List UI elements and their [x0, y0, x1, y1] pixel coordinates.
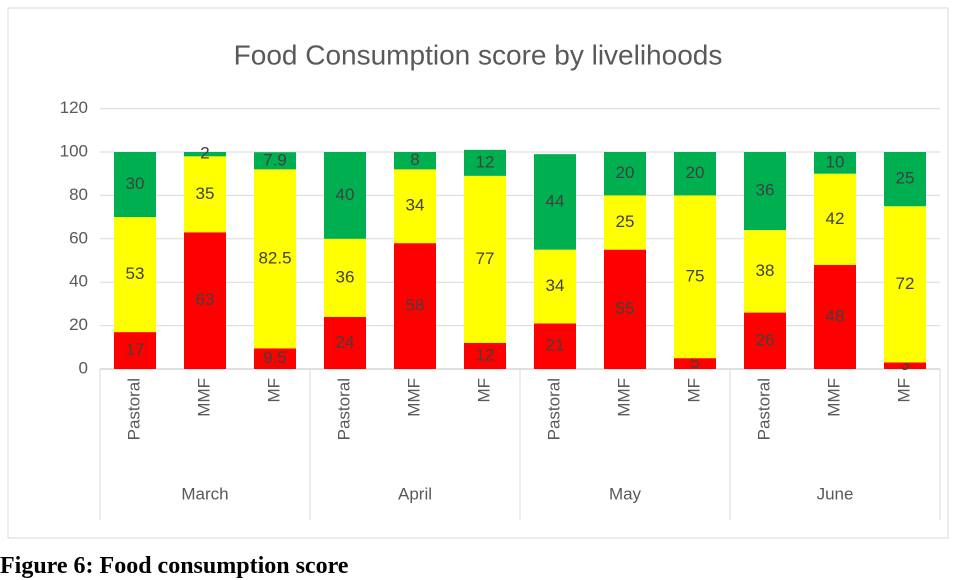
bar-segment: [674, 152, 716, 196]
y-tick-label: 0: [79, 358, 88, 377]
data-label: 35: [196, 184, 215, 203]
data-label: 58: [406, 296, 425, 315]
bar-segment: [604, 249, 646, 369]
bar-segment: [604, 152, 646, 196]
data-label: 77: [476, 249, 495, 268]
data-label: 34: [546, 276, 565, 295]
bar-segment: [324, 152, 366, 239]
bar-segment: [814, 152, 856, 174]
bar-segment: [884, 362, 926, 369]
bar-segment: [184, 152, 226, 157]
data-label: 12: [476, 345, 495, 364]
x-tick-label: MMF: [404, 378, 423, 417]
caption: Figure 6: Food consumption score: [0, 553, 349, 579]
data-label: 5: [690, 353, 699, 372]
y-tick-label: 120: [60, 98, 88, 117]
bar-segment: [394, 169, 436, 244]
bar-segment: [674, 358, 716, 369]
data-label: 3: [900, 355, 909, 374]
x-tick-label: MF: [474, 378, 493, 403]
bar-segment: [114, 332, 156, 369]
bar-segment: [744, 230, 786, 313]
data-label: 38: [756, 261, 775, 280]
bar-segment: [394, 152, 436, 170]
bar-segment: [534, 323, 576, 369]
data-label: 12: [476, 152, 495, 171]
group-label: May: [609, 484, 642, 503]
bar-segment: [814, 173, 856, 265]
x-tick-label: Pastoral: [334, 378, 353, 440]
data-label: 82.5: [258, 248, 291, 267]
data-label: 20: [616, 163, 635, 182]
data-label: 8: [410, 150, 419, 169]
chart: Food Consumption score by livelihoods 0 2…: [7, 7, 949, 539]
group-label: April: [398, 484, 432, 503]
data-label: 24: [336, 332, 355, 351]
data-label: 42: [826, 209, 845, 228]
bar-segment: [464, 175, 506, 343]
y-tick-label: 60: [69, 228, 88, 247]
data-label: 2: [200, 144, 209, 163]
y-tick-label: 80: [69, 185, 88, 204]
bar-segment: [254, 152, 296, 170]
bar-segment: [604, 195, 646, 250]
y-tick-label: 100: [60, 141, 88, 160]
x-tick-label: Pastoral: [754, 378, 773, 440]
bar-segment: [534, 154, 576, 250]
bar-segment: [184, 232, 226, 369]
data-label: 17: [126, 340, 145, 359]
bar-segment: [114, 152, 156, 218]
data-label: 63: [196, 290, 215, 309]
data-label: 7.9: [263, 150, 287, 169]
bar-segment: [534, 249, 576, 324]
data-label: 25: [896, 169, 915, 188]
bar-segment: [814, 264, 856, 369]
data-label: 36: [336, 267, 355, 286]
data-label: 55: [616, 299, 635, 318]
data-label: 53: [126, 264, 145, 283]
x-tick-label: Pastoral: [124, 378, 143, 440]
bar-segment: [254, 169, 296, 349]
bar-segment: [464, 342, 506, 369]
data-label: 44: [546, 191, 565, 210]
bar-segment: [324, 316, 366, 369]
data-label: 21: [546, 336, 565, 355]
data-label: 40: [336, 185, 355, 204]
data-label: 10: [826, 152, 845, 171]
chart-title: Food Consumption score by livelihoods: [234, 39, 723, 70]
data-label: 9.5: [263, 348, 287, 367]
bar-segment: [394, 243, 436, 369]
bar-segment: [114, 217, 156, 333]
data-label: 20: [686, 163, 705, 182]
group-label: June: [817, 484, 854, 503]
data-label: 36: [756, 181, 775, 200]
bar-segment: [744, 152, 786, 231]
bar-segment: [184, 156, 226, 233]
data-label: 30: [126, 174, 145, 193]
y-tick-label: 40: [69, 272, 88, 291]
x-tick-label: Pastoral: [544, 378, 563, 440]
bar-segment: [744, 312, 786, 369]
x-tick-label: MF: [684, 378, 703, 403]
data-label: 26: [756, 330, 775, 349]
data-label: 75: [686, 266, 705, 285]
bar-segment: [674, 195, 716, 359]
y-tick-label: 20: [69, 315, 88, 334]
data-label: 25: [616, 212, 635, 231]
bar-segment: [464, 149, 506, 176]
x-tick-label: MF: [264, 378, 283, 403]
x-tick-label: MMF: [824, 378, 843, 417]
x-tick-label: MF: [894, 378, 913, 403]
data-label: 34: [406, 196, 425, 215]
bar-segment: [884, 152, 926, 207]
x-tick-label: MMF: [194, 378, 213, 417]
bar-segment: [884, 206, 926, 363]
bar-segment: [324, 238, 366, 317]
bar-segment: [254, 348, 296, 369]
data-label: 72: [896, 274, 915, 293]
x-tick-label: MMF: [614, 378, 633, 417]
data-label: 48: [826, 306, 845, 325]
group-label: March: [181, 484, 228, 503]
